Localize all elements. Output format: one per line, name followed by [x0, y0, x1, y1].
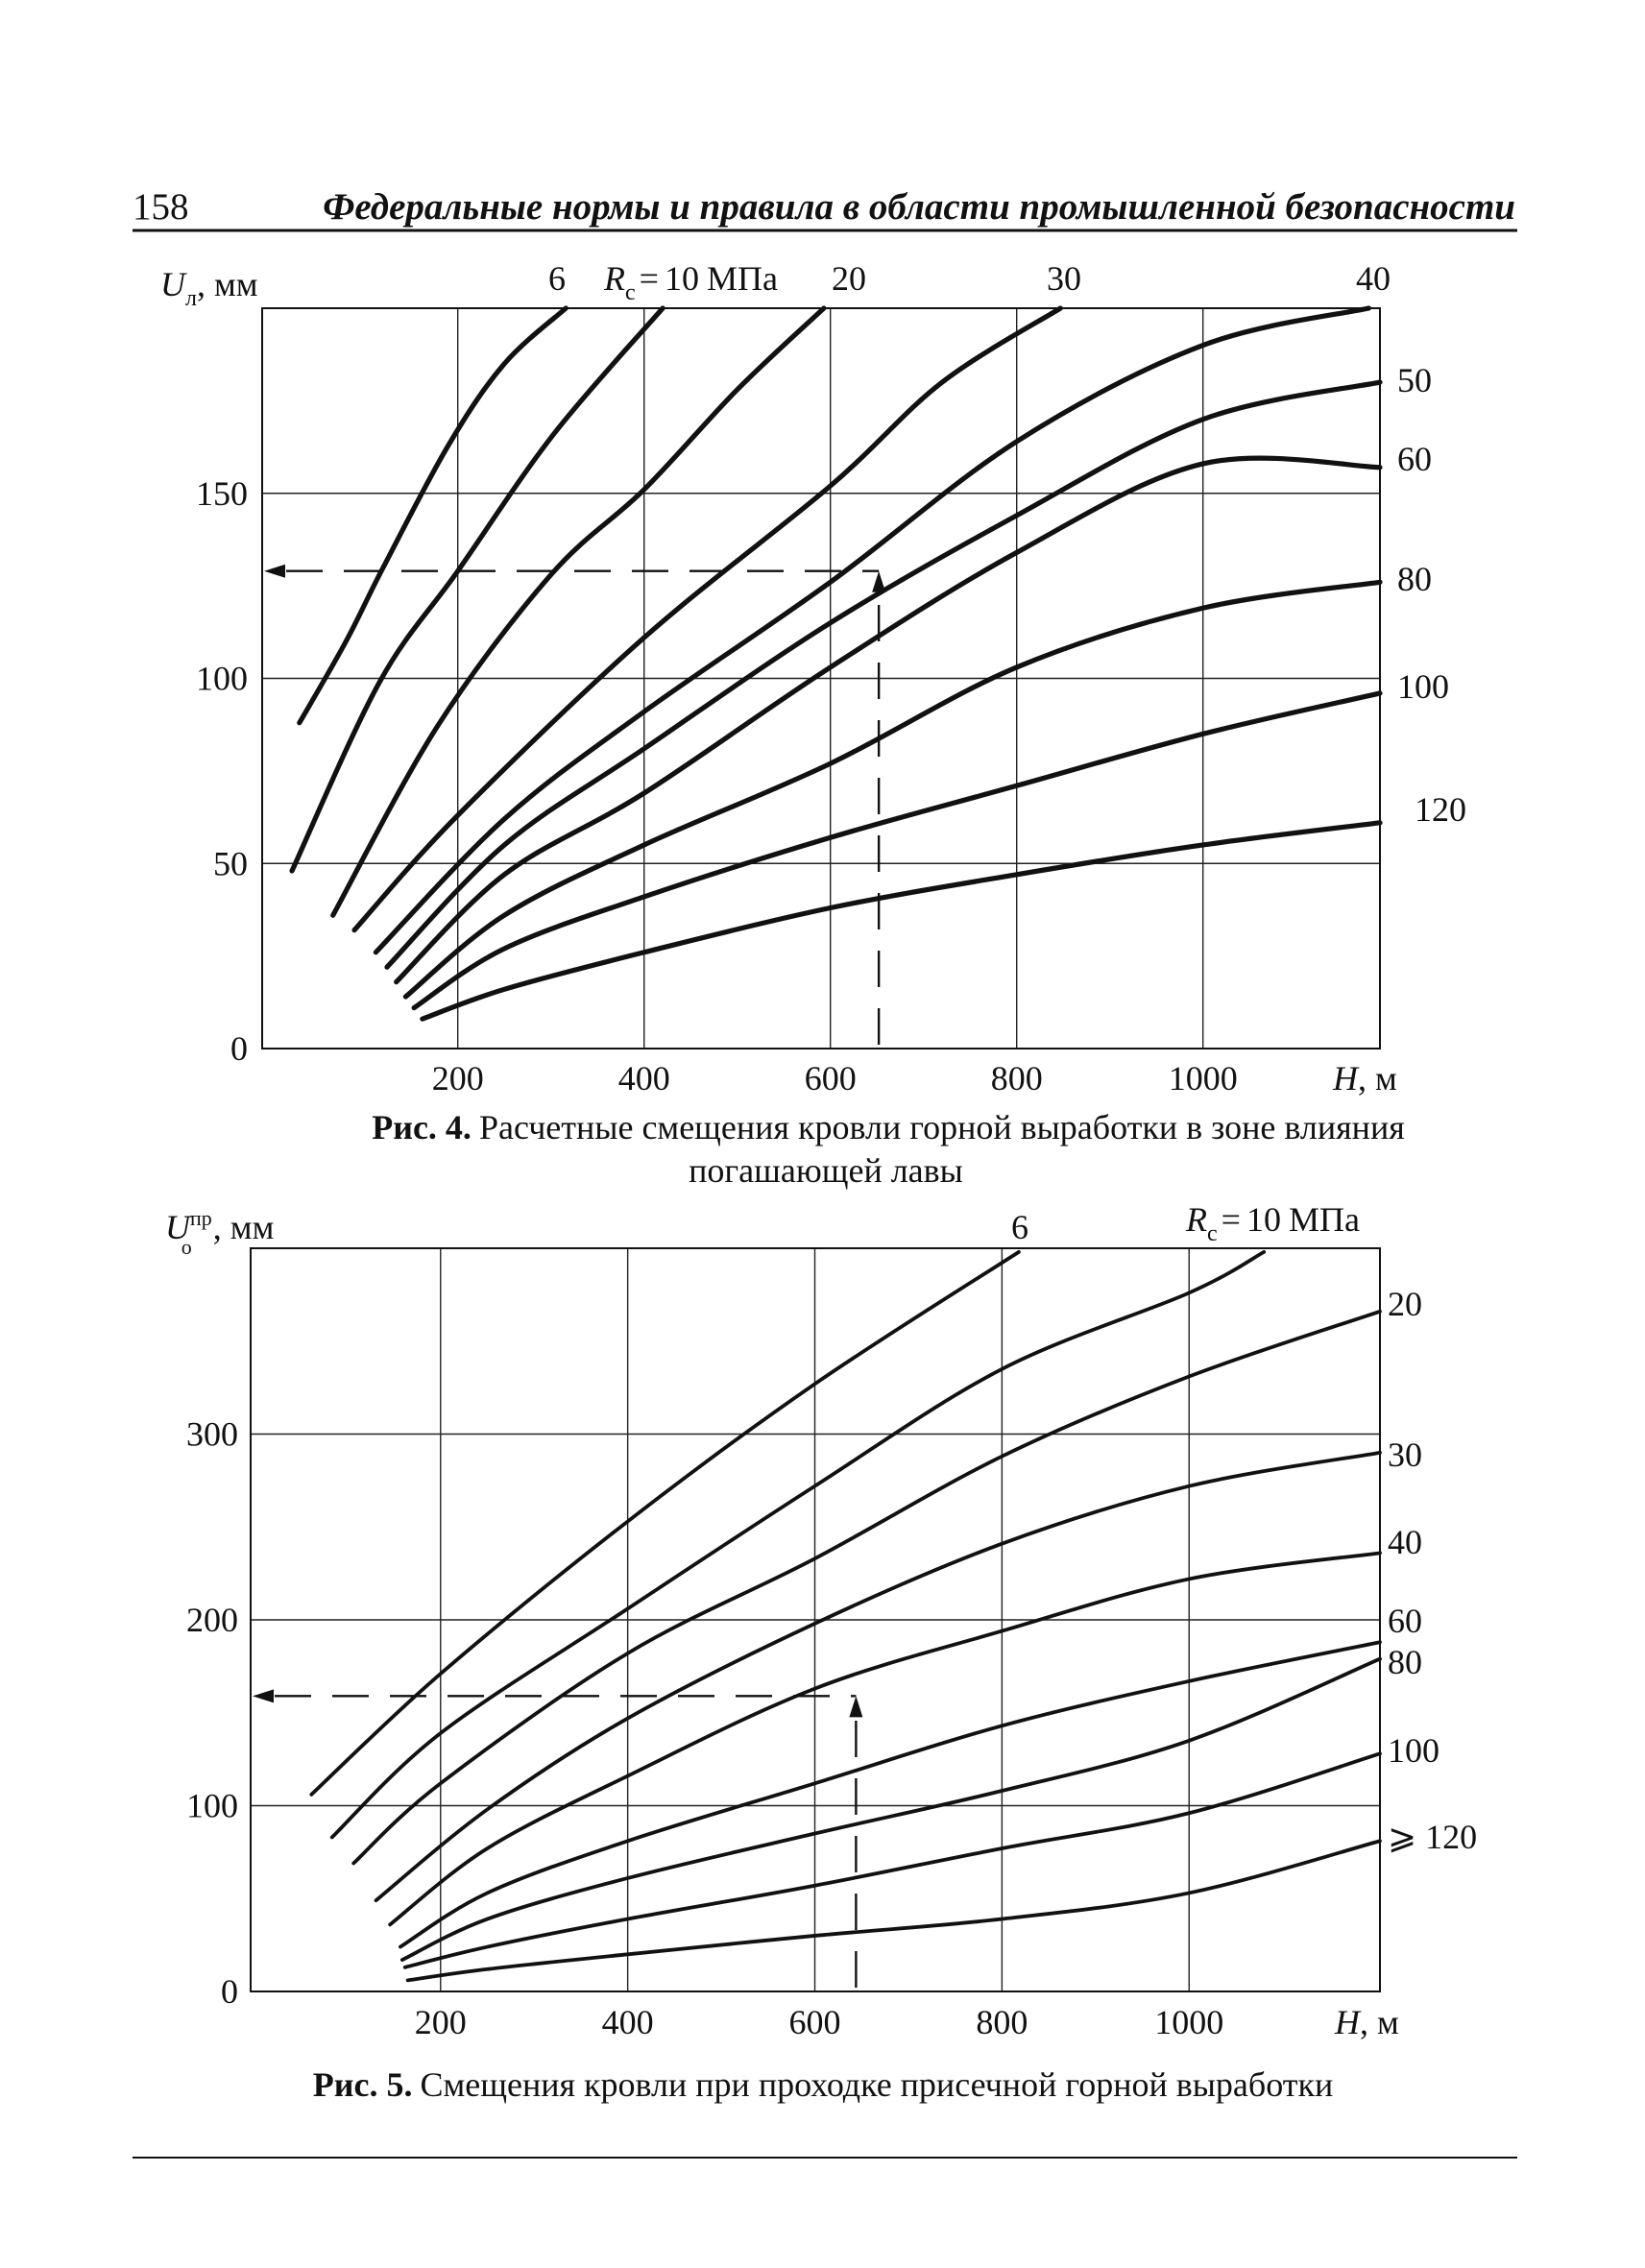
- series-line-rc-80: [399, 1656, 1382, 1962]
- x-tick-label: 600: [805, 1059, 857, 1098]
- figure-4-chart: 6 20 30 40 50 60 80 100 120 200 400 600 800 1000 0 50 1…: [160, 259, 1466, 1190]
- series-line-rc-30: [374, 1450, 1382, 1903]
- series-line-rc-120: [420, 820, 1383, 1022]
- running-title: Федеральные нормы и правила в области пр…: [323, 186, 1515, 228]
- series-label: 100: [1397, 667, 1449, 706]
- x-tick-label: 200: [432, 1059, 484, 1098]
- y-axis-label: Uл, мм: [160, 265, 258, 311]
- series-label: 60: [1397, 440, 1432, 478]
- legend-rc-label: Rc = 10 МПа: [1185, 1200, 1360, 1246]
- series-line-rc-100: [411, 690, 1383, 1011]
- series-line-rc-10: [289, 305, 665, 874]
- series-line-rc-100: [402, 1751, 1382, 1969]
- figure-5-caption: Рис. 5. Смещения кровли при проходке прис…: [313, 2065, 1333, 2104]
- legend-rc-label: Rc = 10 МПа: [603, 259, 778, 305]
- x-axis-label: H, м: [1332, 1059, 1397, 1098]
- series-line-rc-60: [398, 1640, 1382, 1949]
- x-tick-label: 400: [602, 2003, 654, 2041]
- y-tick-label: 50: [213, 844, 248, 882]
- series-label: 80: [1397, 560, 1432, 598]
- series-label: 30: [1047, 259, 1081, 298]
- x-tick-label: 800: [991, 1059, 1043, 1098]
- series-line-rc-60: [394, 455, 1383, 985]
- figure-4-caption-line2: погашающей лавы: [689, 1151, 963, 1190]
- x-tick-label: 600: [789, 2003, 841, 2041]
- x-tick-label: 1000: [1169, 1059, 1238, 1098]
- x-tick-label: 200: [415, 2003, 467, 2041]
- series-label: 120: [1415, 790, 1466, 829]
- x-tick-label: 1000: [1154, 2003, 1223, 2041]
- series-line-rc-80: [402, 579, 1383, 1000]
- y-tick-label: 0: [230, 1029, 248, 1068]
- series-label: 6: [1011, 1208, 1028, 1246]
- series-label: 30: [1388, 1436, 1422, 1474]
- series-label: 20: [1388, 1285, 1422, 1323]
- y-tick-label: 200: [186, 1601, 238, 1639]
- y-tick-label: 0: [221, 1972, 238, 2011]
- series-line-rc-40: [373, 305, 1371, 955]
- page-number: 158: [133, 186, 189, 228]
- arrow-up-icon: [872, 570, 886, 592]
- y-tick-label: 300: [186, 1415, 238, 1454]
- series-line-rc-30: [351, 305, 1063, 933]
- y-tick-label: 100: [196, 660, 248, 698]
- series-label: 6: [548, 259, 566, 298]
- series-line-rc-50: [384, 379, 1383, 970]
- series-line-rc-10: [329, 1249, 1267, 1840]
- series-line-rc-40: [388, 1551, 1382, 1927]
- series-label: 40: [1356, 259, 1391, 298]
- y-tick-label: 150: [196, 474, 248, 513]
- series-line-rc-6: [297, 305, 568, 726]
- arrow-left-icon: [253, 1689, 274, 1703]
- y-axis-label: Uпр о, мм: [165, 1206, 274, 1259]
- series-line-rc-6: [309, 1249, 1021, 1797]
- series-label: 20: [832, 259, 866, 298]
- series-label: 50: [1397, 361, 1432, 399]
- series-label: 60: [1388, 1602, 1422, 1640]
- series-label: ⩾ 120: [1388, 1818, 1477, 1856]
- series-line-rc-120: [405, 1839, 1382, 1983]
- figure-4-caption: Рис. 4. Расчетные смещения кровли горной …: [372, 1108, 1405, 1146]
- arrow-left-icon: [264, 564, 285, 578]
- y-tick-label: 100: [186, 1787, 238, 1825]
- x-tick-label: 400: [618, 1059, 670, 1098]
- x-axis-label: H, м: [1334, 2003, 1399, 2041]
- series-line-rc-20: [330, 305, 827, 918]
- series-label: 80: [1388, 1643, 1422, 1681]
- arrow-up-icon: [849, 1696, 863, 1718]
- series-line-rc-20: [351, 1309, 1382, 1866]
- plot-frame: [250, 1247, 1381, 1992]
- series-label: 40: [1388, 1523, 1422, 1561]
- series-label: 100: [1388, 1731, 1439, 1770]
- x-tick-label: 800: [976, 2003, 1028, 2041]
